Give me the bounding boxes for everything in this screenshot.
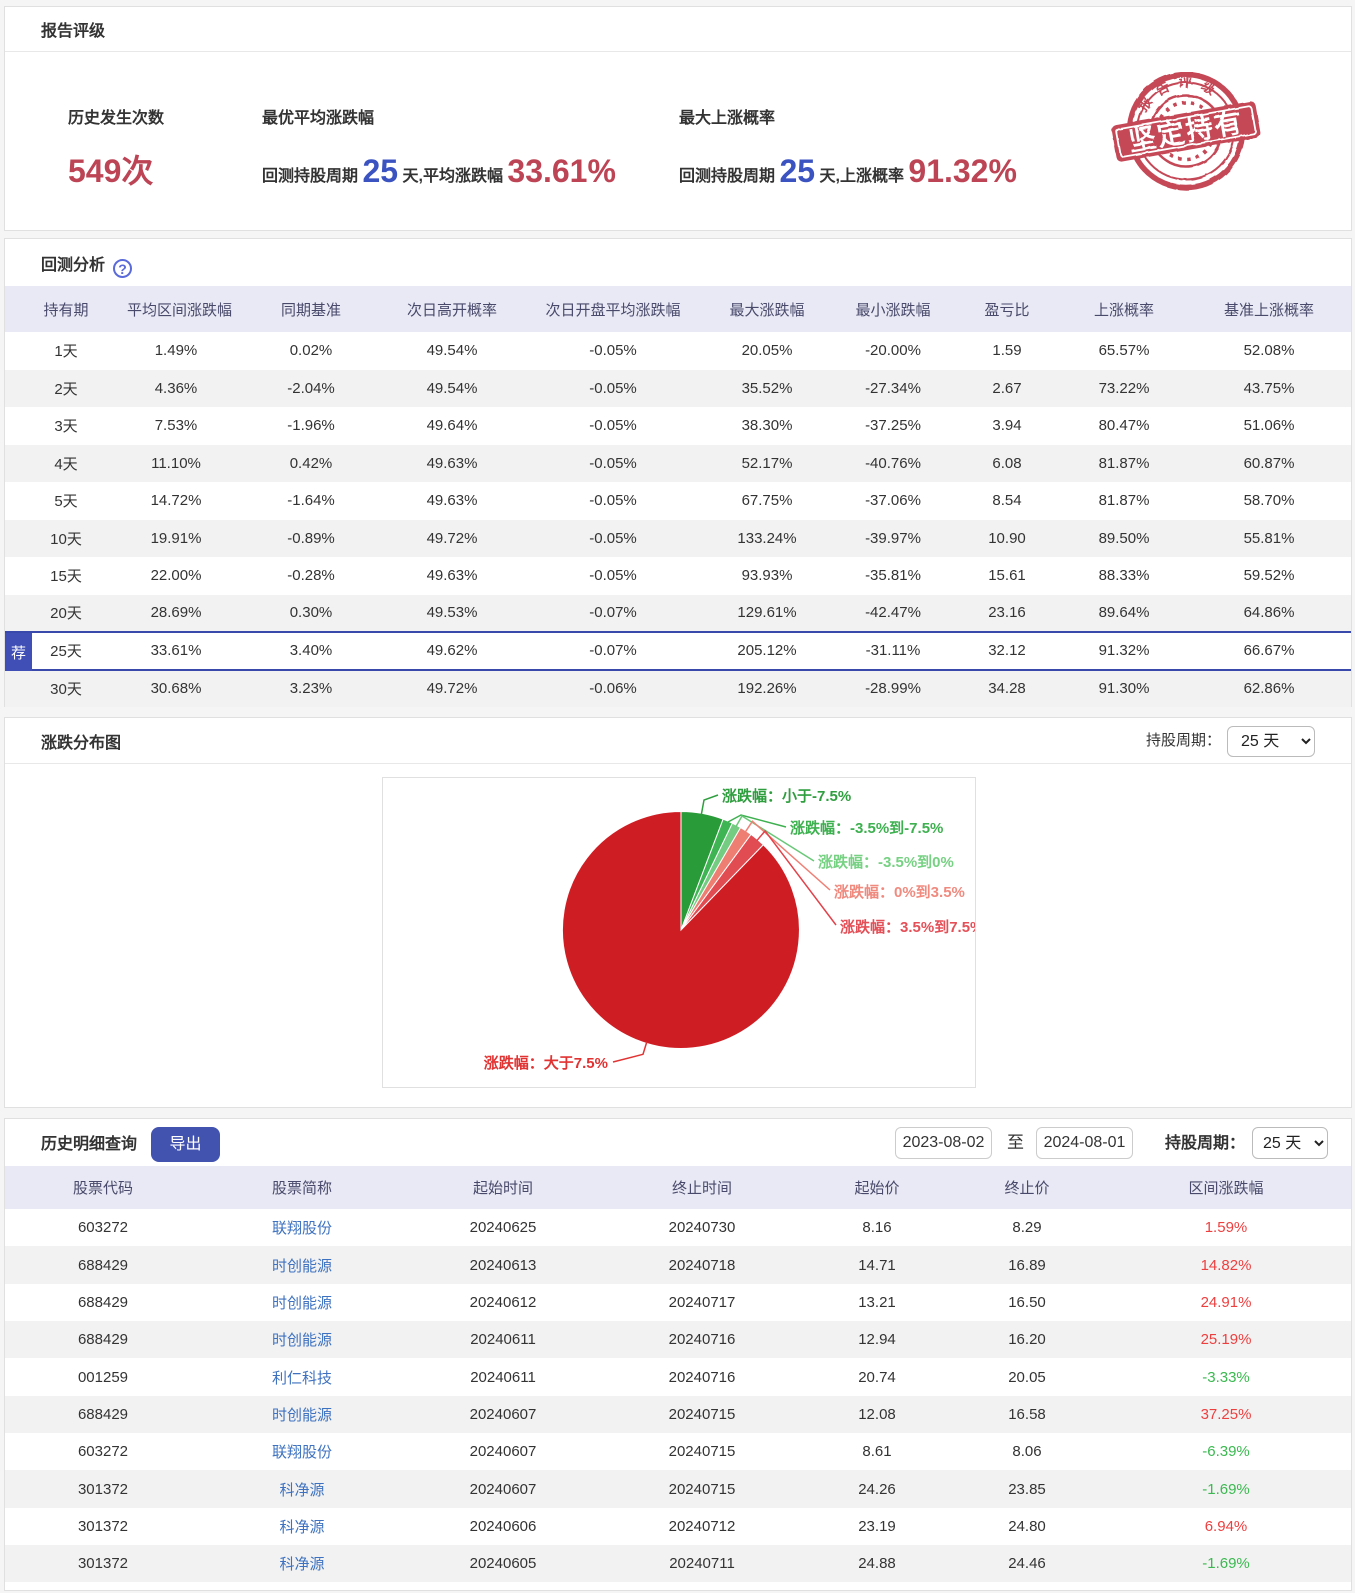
svg-text:涨跌幅：小于-7.5%: 涨跌幅：小于-7.5% <box>722 787 851 805</box>
svg-text:涨跌幅：0%到3.5%: 涨跌幅：0%到3.5% <box>834 883 965 901</box>
svg-text:涨跌幅：大于7.5%: 涨跌幅：大于7.5% <box>484 1054 608 1072</box>
svg-text:涨跌幅：3.5%到7.5%: 涨跌幅：3.5%到7.5% <box>840 918 975 936</box>
svg-text:涨跌幅：-3.5%到-7.5%: 涨跌幅：-3.5%到-7.5% <box>790 819 943 837</box>
svg-text:涨跌幅：-3.5%到0%: 涨跌幅：-3.5%到0% <box>818 853 954 871</box>
